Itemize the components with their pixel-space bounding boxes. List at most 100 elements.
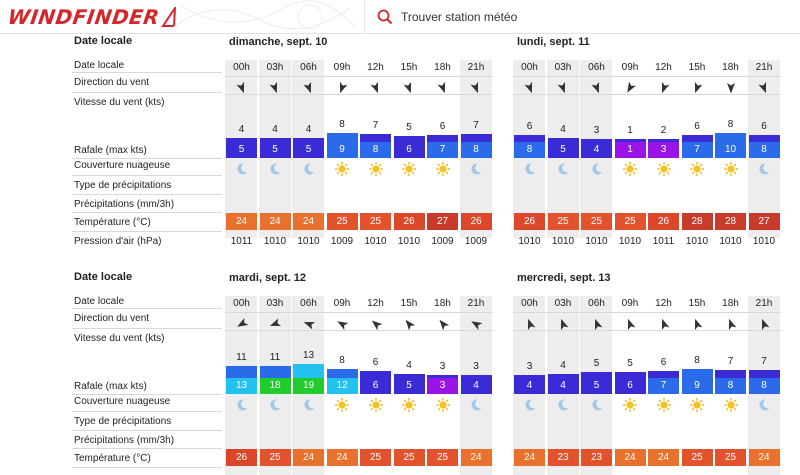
gust-cell: 6 xyxy=(360,378,391,394)
sun-icon xyxy=(368,162,383,176)
pressure-value: 1010 xyxy=(585,236,608,247)
wind-speed-bar xyxy=(259,138,291,142)
hour-label: 15h xyxy=(688,298,706,309)
wind-speed-bar xyxy=(547,374,579,378)
hour-label: 18h xyxy=(722,62,739,73)
gust-cell: 8 xyxy=(460,142,492,158)
sun-icon xyxy=(656,398,671,412)
moon-icon xyxy=(591,163,602,175)
hour-label: 06h xyxy=(588,298,605,309)
wind-speed-bar xyxy=(614,372,646,378)
wind-direction-cell xyxy=(547,316,580,332)
logo-sail-icon xyxy=(161,7,177,27)
wind-speed-value: 6 xyxy=(761,121,767,132)
date-locale-label: Date locale xyxy=(74,35,133,47)
pressure-value: 1010 xyxy=(551,236,575,247)
wind-speed-bar xyxy=(681,135,713,142)
moon-icon xyxy=(524,163,535,175)
wind-speed-bar xyxy=(360,371,391,378)
hour-label: 09h xyxy=(621,298,639,309)
wind-speed-bar xyxy=(226,366,257,378)
pressure-value: 1011 xyxy=(230,236,253,247)
temperature-cell: 26 xyxy=(514,213,545,230)
row-divider xyxy=(72,411,222,412)
wind-direction-cell xyxy=(647,316,680,332)
wind-speed-bar xyxy=(514,135,545,142)
cloud-cover-cell xyxy=(748,397,781,413)
gust-cell: 8 xyxy=(715,378,746,394)
wind-speed-value: 7 xyxy=(473,120,479,131)
date-locale-row-label: Date locale xyxy=(74,296,125,307)
sun-icon xyxy=(335,162,349,176)
wind-speed-bar xyxy=(226,138,257,142)
precip-label: Précipitations (mm/3h) xyxy=(74,199,175,210)
wind-arrow-icon xyxy=(728,318,736,330)
temperature-cell: 25 xyxy=(360,449,391,466)
hour-label: 12h xyxy=(655,62,672,73)
wind-speed-bar xyxy=(681,369,713,378)
cloud-cover-cell xyxy=(681,161,714,177)
wind-speed-value: 8 xyxy=(694,355,700,366)
hour-label: 00h xyxy=(521,298,538,309)
temperature-cell: 26 xyxy=(393,213,425,230)
wind-arrow-icon xyxy=(471,321,482,330)
temperature-cell: 24 xyxy=(614,449,646,466)
wind-arrow-icon xyxy=(726,83,735,94)
search-input[interactable] xyxy=(401,10,701,24)
hour-label: 03h xyxy=(266,62,284,73)
row-divider xyxy=(72,467,222,468)
wind-direction-cell xyxy=(580,316,613,332)
gust-cell: 10 xyxy=(715,142,746,158)
row-divider xyxy=(513,330,781,331)
sun-icon xyxy=(690,162,704,176)
pressure-value: 1010 xyxy=(719,236,742,247)
gust-cell: 8 xyxy=(748,378,780,394)
hour-label: 03h xyxy=(266,298,284,309)
wind-speed-value: 7 xyxy=(761,356,767,367)
moon-icon xyxy=(303,163,314,175)
wind-speed-bar xyxy=(293,138,324,142)
precip-label: Précipitations (mm/3h) xyxy=(74,435,175,446)
wind-direction-cell xyxy=(513,80,546,96)
direction-label: Direction du vent xyxy=(74,313,150,324)
row-divider xyxy=(72,175,222,176)
wind-speed-bar xyxy=(427,135,458,142)
moon-icon xyxy=(558,399,569,411)
gust-cell: 9 xyxy=(681,378,713,394)
decorative-pattern-icon xyxy=(169,0,356,31)
row-divider xyxy=(225,312,493,313)
cloud-cover-cell xyxy=(714,397,747,413)
wind-speed-value: 3 xyxy=(473,361,479,372)
windfinder-logo[interactable]: WINDFINDER xyxy=(6,4,177,30)
search-icon[interactable] xyxy=(377,9,393,25)
wind-direction-cell xyxy=(580,80,613,96)
moon-icon xyxy=(270,399,281,411)
temperature-cell: 25 xyxy=(614,213,646,230)
hour-label: 21h xyxy=(467,62,485,73)
wind-speed-value: 3 xyxy=(593,125,600,136)
cloud-cover-cell xyxy=(359,161,392,177)
pressure-value: 1010 xyxy=(364,236,387,247)
search-bar[interactable] xyxy=(364,0,800,34)
hour-label: 18h xyxy=(434,298,451,309)
pressure-label: Pression d'air (hPa) xyxy=(74,236,162,247)
gust-cell: 5 xyxy=(581,378,612,394)
gust-cell: 4 xyxy=(547,378,579,394)
gust-cell: 12 xyxy=(326,378,358,394)
moon-icon xyxy=(759,163,770,175)
cloud-cover-cell xyxy=(580,161,613,177)
temperature-cell: 27 xyxy=(748,213,780,230)
cloud-cover-cell xyxy=(513,161,546,177)
date-title: dimanche, sept. 10 xyxy=(229,36,328,48)
gust-cell: 8 xyxy=(748,142,780,158)
temperature-cell: 25 xyxy=(326,213,358,230)
wind-arrow-icon xyxy=(560,318,569,330)
wind-speed-value: 5 xyxy=(406,122,412,133)
wind-arrow-icon xyxy=(405,319,415,330)
wind-arrow-icon xyxy=(524,82,532,94)
cloud-cover-cell xyxy=(580,397,613,413)
wind-arrow-icon xyxy=(438,319,449,330)
temperature-cell: 25 xyxy=(360,213,391,230)
wind-arrow-icon xyxy=(627,318,636,330)
